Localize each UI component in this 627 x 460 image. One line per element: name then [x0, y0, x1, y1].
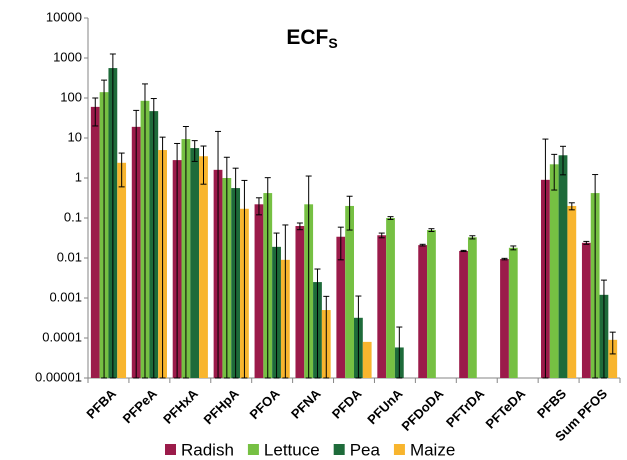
bar [295, 226, 305, 378]
legend-swatch [165, 444, 176, 455]
error-bar [592, 174, 599, 379]
error-bar [387, 216, 394, 220]
error-bar [215, 130, 222, 379]
bar [377, 235, 387, 378]
error-bar [232, 167, 239, 379]
bar [254, 204, 264, 378]
bar [567, 205, 577, 378]
x-tick-label: PFDA [329, 386, 365, 422]
error-bar [419, 243, 426, 247]
error-bar [337, 226, 344, 261]
legend-label: Maize [410, 440, 455, 459]
error-bar [264, 177, 271, 379]
y-tick-label: 0.1 [64, 209, 82, 224]
error-bar [510, 245, 517, 251]
legend-swatch [247, 444, 259, 455]
error-bar [460, 249, 467, 253]
x-tick-label: PFBS [534, 386, 569, 421]
bar [427, 230, 436, 378]
bar [581, 242, 591, 378]
error-bar [396, 326, 403, 379]
bar [362, 341, 372, 378]
y-tick-label: 10000 [46, 9, 82, 24]
legend-label: Pea [350, 440, 381, 459]
error-bar [583, 240, 590, 245]
bar [608, 339, 618, 378]
y-tick-label: 1000 [53, 49, 82, 64]
bar [336, 236, 346, 378]
error-bar [223, 156, 230, 379]
y-tick-label: 0.00001 [35, 369, 82, 384]
error-bar [501, 257, 508, 261]
chart-title: ECFS [286, 26, 337, 51]
bar [508, 247, 518, 378]
y-tick-label: 0.001 [49, 289, 82, 304]
error-bar [273, 232, 280, 379]
error-bar [118, 152, 125, 188]
error-bar [159, 136, 166, 379]
error-bar [323, 295, 330, 379]
y-tick-label: 0.0001 [42, 329, 82, 344]
bar [459, 250, 468, 378]
y-tick-label: 1 [75, 169, 82, 184]
title-subscript: S [328, 35, 337, 51]
x-tick-label: PFBA [83, 386, 119, 422]
x-tick-label: PFTeDA [483, 386, 529, 432]
error-bar [600, 279, 607, 379]
error-bar [92, 97, 99, 127]
error-bar [551, 153, 558, 191]
error-bar [150, 98, 157, 379]
legend-label: Radish [181, 440, 234, 459]
legend-swatch [333, 444, 345, 455]
y-tick-label: 10 [68, 129, 82, 144]
x-tick-label: PFNA [288, 386, 324, 422]
error-bar [241, 179, 248, 379]
error-bar [314, 268, 321, 379]
legend-swatch [393, 444, 405, 455]
legend-label: Lettuce [264, 440, 320, 459]
x-tick-label: PFTrDA [443, 386, 488, 431]
bar [190, 148, 200, 378]
x-tick-label: PFDoDA [399, 386, 447, 434]
error-bar [255, 197, 262, 216]
x-tick-label: PFPeA [120, 386, 161, 427]
error-bar [378, 232, 385, 239]
x-tick-label: PFHpA [201, 386, 243, 428]
title-main: ECF [286, 26, 328, 49]
error-bar [568, 202, 575, 211]
error-bar [296, 222, 303, 231]
bar [558, 155, 568, 378]
error-bar [191, 140, 198, 162]
error-bar [141, 83, 148, 379]
error-bar [609, 331, 616, 355]
bar [199, 156, 208, 378]
bar [386, 218, 395, 378]
bar [90, 106, 100, 378]
error-bar [560, 145, 567, 176]
bar [467, 237, 477, 378]
x-tick-label: PFHxA [160, 386, 201, 427]
error-bar [109, 53, 116, 379]
bar [500, 259, 509, 378]
error-bar [542, 138, 549, 379]
error-bar [282, 224, 289, 379]
y-tick-label: 0.01 [57, 249, 82, 264]
bar [345, 205, 354, 378]
error-bar [174, 142, 181, 379]
bar [549, 164, 559, 378]
error-bar [305, 175, 312, 379]
bar [418, 245, 428, 378]
y-tick-label: 100 [60, 89, 82, 104]
error-bar [469, 235, 476, 240]
error-bar [101, 79, 108, 379]
error-bar [346, 195, 353, 231]
error-bar [355, 295, 362, 379]
error-bar [428, 228, 435, 232]
error-bar [182, 125, 189, 379]
bar [117, 162, 127, 378]
error-bar [200, 145, 207, 185]
x-tick-label: PFOA [247, 386, 284, 423]
error-bar [133, 109, 140, 379]
